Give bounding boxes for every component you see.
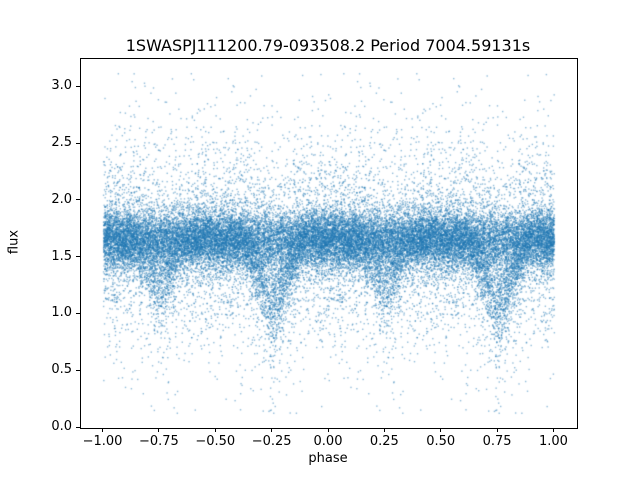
x-tick — [552, 428, 554, 432]
x-tick — [440, 428, 442, 432]
x-tick-label: 0.25 — [369, 434, 399, 449]
plot-area — [80, 58, 578, 429]
x-tick — [158, 428, 160, 432]
scatter-points-canvas — [81, 59, 577, 428]
y-tick — [76, 199, 80, 201]
y-tick-label: 1.0 — [51, 305, 72, 321]
y-tick-label: 0.0 — [51, 419, 72, 434]
y-tick — [76, 312, 80, 314]
x-tick-label: −0.50 — [195, 434, 236, 449]
x-tick — [327, 428, 329, 432]
x-tick — [383, 428, 385, 432]
y-tick-label: 2.5 — [51, 135, 72, 151]
y-tick — [76, 85, 80, 87]
x-tick-label: 0.50 — [426, 434, 456, 449]
y-axis-label: flux — [6, 229, 22, 255]
chart-title: 1SWASPJ111200.79-093508.2 Period 7004.59… — [125, 36, 531, 55]
y-tick-label: 0.5 — [51, 362, 72, 378]
y-tick — [76, 369, 80, 371]
y-tick — [76, 256, 80, 258]
x-tick — [271, 428, 273, 432]
x-tick-label: 0.75 — [482, 434, 512, 449]
x-tick — [496, 428, 498, 432]
y-tick — [76, 142, 80, 144]
x-tick-label: −0.75 — [138, 434, 179, 449]
y-tick-label: 1.5 — [51, 248, 72, 264]
x-tick-label: −1.00 — [82, 434, 123, 449]
y-tick — [76, 426, 80, 428]
x-tick-label: 1.00 — [538, 434, 568, 449]
x-tick-label: −0.25 — [251, 434, 292, 449]
x-tick — [214, 428, 216, 432]
x-tick-label: 0.00 — [313, 434, 343, 449]
y-tick-label: 2.0 — [51, 191, 72, 207]
x-tick — [102, 428, 104, 432]
x-axis-label: phase — [308, 451, 348, 466]
y-tick-label: 3.0 — [51, 78, 72, 94]
